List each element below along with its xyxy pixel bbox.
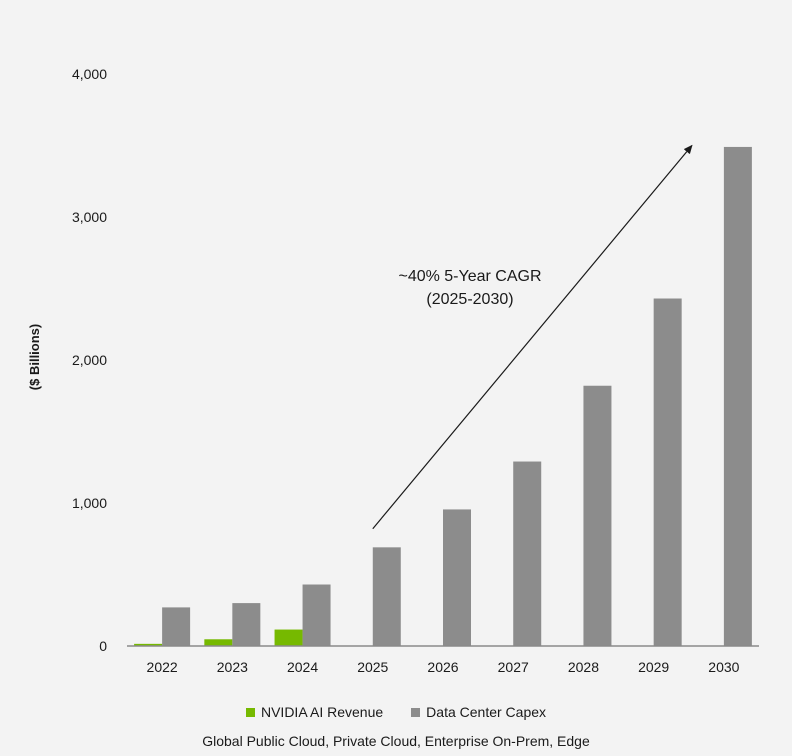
y-tick-label: 0 — [99, 638, 107, 654]
bar-chart: 0 1,000 2,000 3,000 4,000 ($ Billions) 2022 2… — [27, 66, 759, 675]
y-tick-label: 4,000 — [72, 66, 107, 82]
x-tick-label: 2029 — [638, 659, 669, 675]
y-tick-label: 3,000 — [72, 209, 107, 225]
bar-nvidia-ai-revenue — [204, 639, 233, 646]
legend: NVIDIA AI Revenue Data Center Capex — [0, 704, 792, 720]
y-tick-label: 2,000 — [72, 352, 107, 368]
x-tick-label: 2026 — [427, 659, 458, 675]
cagr-annotation-line2: (2025-2030) — [426, 291, 513, 308]
legend-swatch-gray — [411, 707, 421, 717]
x-tick-label: 2023 — [217, 659, 248, 675]
legend-label-nvidia-ai-revenue: NVIDIA AI Revenue — [260, 704, 384, 720]
x-tick-label: 2024 — [287, 659, 318, 675]
x-tick-label: 2027 — [498, 659, 529, 675]
legend-item-nvidia-ai-revenue: NVIDIA AI Revenue — [245, 704, 384, 720]
bar-nvidia-ai-revenue — [274, 629, 303, 646]
bar-data-center-capex — [513, 461, 542, 646]
chart-caption: Global Public Cloud, Private Cloud, Ente… — [202, 733, 590, 749]
x-tick-label: 2025 — [357, 659, 388, 675]
x-tick-label: 2022 — [147, 659, 178, 675]
bar-data-center-capex — [723, 146, 752, 646]
bar-data-center-capex — [302, 584, 331, 646]
x-tick-label: 2028 — [568, 659, 599, 675]
x-tick-label: 2030 — [708, 659, 739, 675]
y-axis-label: ($ Billions) — [27, 324, 42, 390]
legend-label-data-center-capex: Data Center Capex — [426, 704, 547, 720]
bar-data-center-capex — [162, 607, 191, 646]
cagr-arrow — [372, 144, 693, 530]
y-tick-label: 1,000 — [72, 495, 107, 511]
legend-item-data-center-capex: Data Center Capex — [411, 704, 546, 720]
bar-data-center-capex — [443, 509, 471, 646]
bar-data-center-capex — [372, 547, 401, 646]
bar-data-center-capex — [583, 385, 612, 646]
bar-data-center-capex — [653, 298, 682, 646]
cagr-annotation-line1: ~40% 5-Year CAGR — [398, 268, 541, 285]
bar-nvidia-ai-revenue — [134, 643, 163, 646]
bar-data-center-capex — [232, 603, 261, 646]
legend-swatch-green — [245, 707, 255, 717]
